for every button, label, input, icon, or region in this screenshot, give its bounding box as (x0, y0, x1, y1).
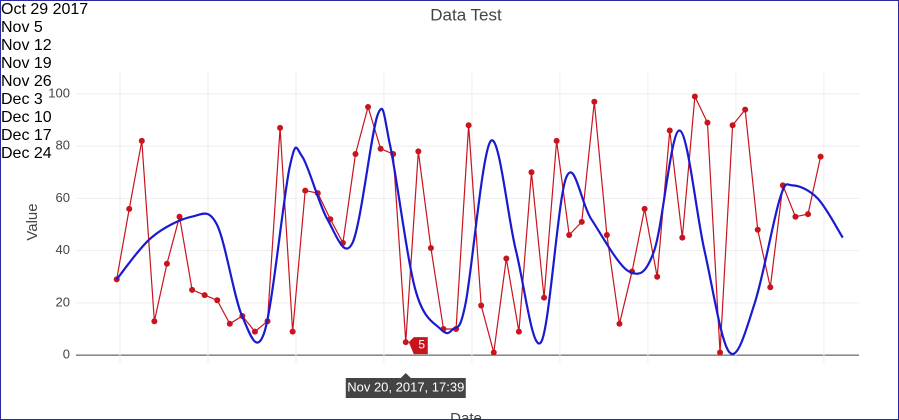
hover-date: Nov 20, 2017, 17:39 (347, 379, 464, 394)
data-point (138, 137, 145, 144)
data-point (805, 211, 812, 218)
data-point (226, 320, 233, 327)
data-point (566, 231, 573, 238)
x-tick-label: Nov 26 (1, 73, 52, 90)
y-tick-label: 40 (56, 242, 70, 257)
data-point (201, 292, 208, 299)
data-point (465, 122, 472, 129)
data-point (415, 148, 422, 155)
data-point (478, 302, 485, 309)
data-point (126, 205, 133, 212)
data-point (817, 153, 824, 160)
x-tick-label: Dec 3 (1, 91, 43, 108)
x-tick-label: Dec 24 (1, 145, 52, 162)
data-point (352, 150, 359, 157)
data-point (691, 93, 698, 100)
chart-title: Data Test (430, 5, 502, 24)
y-axis-title: Value (24, 203, 41, 240)
data-point (616, 320, 623, 327)
data-point (176, 213, 183, 220)
x-tick-label: Dec 17 (1, 127, 52, 144)
series-line (116, 94, 822, 353)
data-point (704, 119, 711, 126)
series-line (115, 107, 844, 356)
x-axis-title: Date (450, 410, 482, 419)
data-point (377, 145, 384, 152)
data-point (641, 205, 648, 212)
x-tick-label: Oct 29 2017 (1, 1, 89, 18)
y-tick-label: 0 (63, 347, 70, 362)
data-point (603, 231, 610, 238)
data-point (717, 349, 724, 356)
hover-value: 5 (418, 337, 425, 351)
data-point (503, 255, 510, 262)
data-point (490, 349, 497, 356)
data-point (163, 260, 170, 267)
data-point (553, 137, 560, 144)
data-point (515, 328, 522, 335)
data-point (189, 286, 196, 293)
data-point (729, 122, 736, 129)
data-point (251, 328, 258, 335)
data-point (289, 328, 296, 335)
data-point (402, 339, 409, 346)
data-point (754, 226, 761, 233)
x-tick-label: Nov 19 (1, 55, 52, 72)
x-tick-label: Nov 12 (1, 37, 52, 54)
y-tick-label: 100 (48, 85, 70, 100)
data-point (541, 294, 548, 301)
data-point (578, 218, 585, 225)
y-tick-label: 60 (56, 190, 70, 205)
y-tick-label: 80 (56, 138, 70, 153)
data-point (214, 297, 221, 304)
y-tick-label: 20 (56, 294, 70, 309)
data-point (654, 273, 661, 280)
data-point (365, 103, 372, 110)
data-point (277, 124, 284, 131)
data-point (742, 106, 749, 113)
x-tick-label: Dec 10 (1, 109, 52, 126)
data-point (679, 234, 686, 241)
hover-value-box (408, 337, 428, 355)
data-point (151, 318, 158, 325)
data-point (792, 213, 799, 220)
data-point (767, 284, 774, 291)
data-point (666, 127, 673, 134)
data-point (427, 245, 434, 252)
x-tick-label: Nov 5 (1, 19, 43, 36)
data-point (302, 187, 309, 194)
data-point (528, 169, 535, 176)
hover-date-box (345, 373, 466, 398)
data-point (591, 98, 598, 105)
